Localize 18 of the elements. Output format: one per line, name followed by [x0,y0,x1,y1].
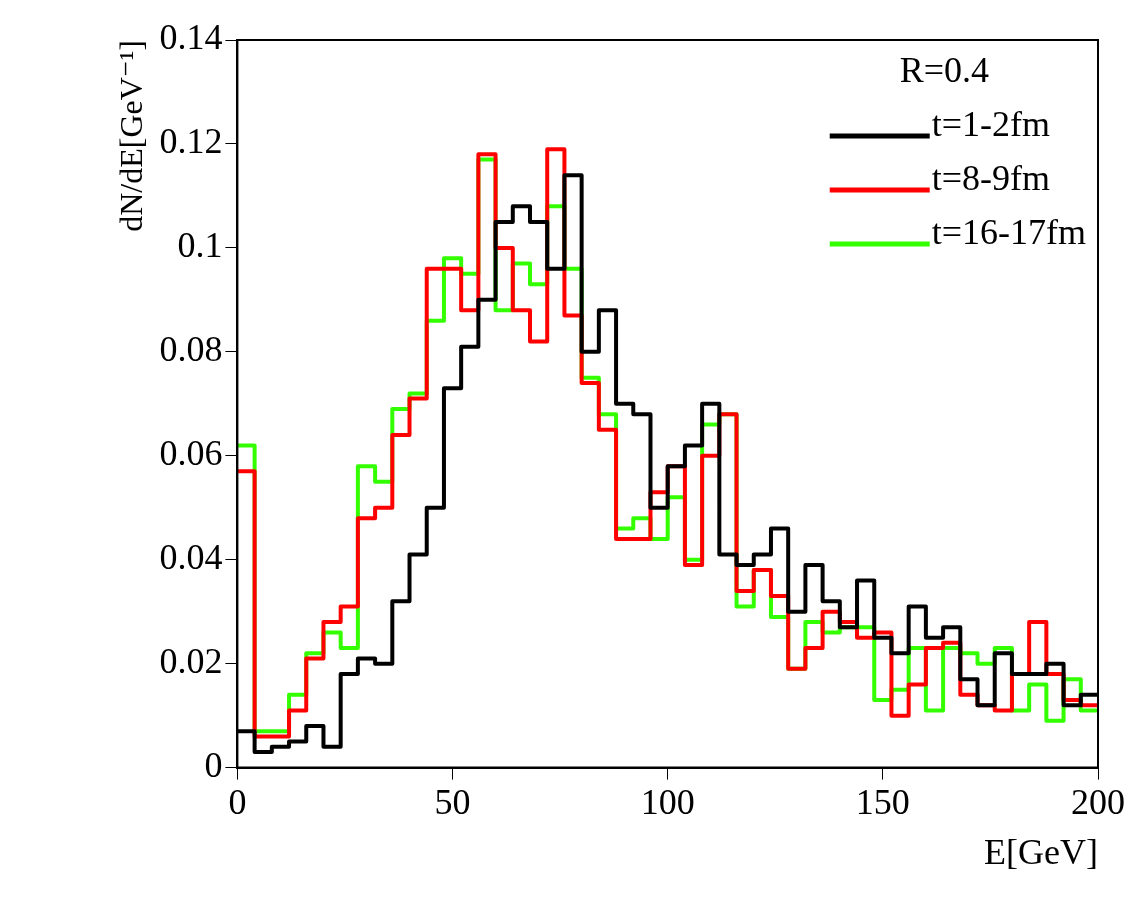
legend-label: t=16-17fm [931,212,1087,252]
x-tick-label: 150 [855,781,910,822]
x-axis-title: E[GeV] [984,831,1098,872]
y-tick-label: 0.02 [159,641,223,682]
y-tick-label: 0.14 [159,17,223,58]
y-tick-label: 0 [204,745,223,786]
x-tick-label: 200 [1071,781,1125,822]
x-tick-label: 50 [434,781,471,822]
y-tick-label: 0.04 [159,537,223,578]
y-tick-label: 0.1 [177,225,223,266]
y-tick-label: 0.08 [159,329,223,370]
legend-title: R=0.4 [899,50,990,90]
y-tick-label: 0.06 [159,433,223,474]
y-tick-label: 0.12 [159,121,223,162]
x-tick-label: 100 [640,781,695,822]
legend-label: t=8-9fm [931,158,1051,198]
legend-label: t=1-2fm [931,104,1051,144]
y-axis-title: dN/dE[GeV⁻¹] [112,40,149,232]
